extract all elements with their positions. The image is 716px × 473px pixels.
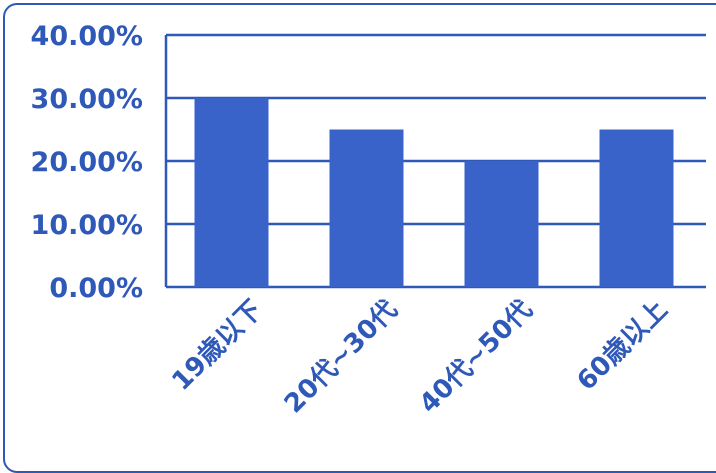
y-tick-label: 10.00% bbox=[31, 210, 143, 241]
y-tick-label: 0.00% bbox=[49, 273, 143, 304]
bar-3 bbox=[600, 130, 674, 288]
x-category-label: 20代~30代 bbox=[279, 295, 404, 420]
y-tick-labels: 0.00% 10.00% 20.00% 30.00% 40.00% bbox=[31, 21, 143, 304]
bar-0 bbox=[195, 98, 269, 287]
bar-2 bbox=[465, 161, 539, 287]
bar-chart: 0.00% 10.00% 20.00% 30.00% 40.00% 19歳以下 20代~3… bbox=[0, 0, 716, 457]
x-category-label: 60歳以上 bbox=[571, 295, 673, 397]
x-category-labels: 19歳以下 20代~30代 40代~50代 60歳以上 bbox=[166, 295, 673, 420]
y-tick-label: 30.00% bbox=[31, 84, 143, 115]
bars bbox=[195, 98, 674, 287]
x-category-label: 19歳以下 bbox=[166, 295, 268, 397]
y-tick-label: 20.00% bbox=[31, 147, 143, 178]
x-category-label: 40代~50代 bbox=[414, 295, 539, 420]
y-tick-label: 40.00% bbox=[31, 21, 143, 52]
bar-1 bbox=[330, 130, 404, 288]
